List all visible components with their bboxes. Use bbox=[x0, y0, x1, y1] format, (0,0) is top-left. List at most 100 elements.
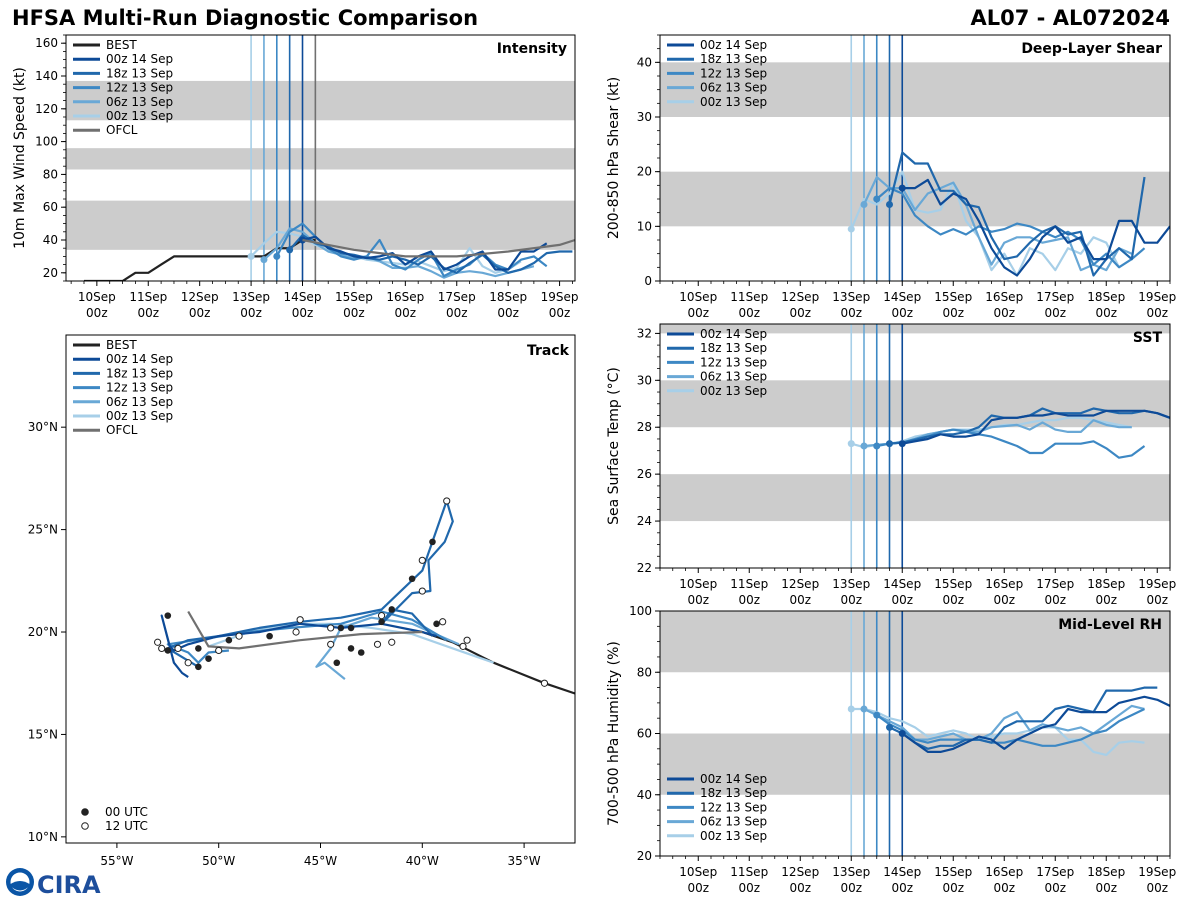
intensity-init-point bbox=[260, 256, 268, 264]
sst-legend-label: 00z 13 Sep bbox=[700, 384, 767, 398]
track-legend-label: OFCL bbox=[106, 423, 138, 437]
intensity-ytick-label: 160 bbox=[35, 36, 58, 50]
chart-rh: 20 40 60 80 100 10Sep 00z 11Sep 00z 12Sep 00z 13Sep… bbox=[606, 604, 1176, 895]
track-marker-12utc bbox=[184, 659, 192, 667]
track-marker-legend-symbol bbox=[81, 808, 89, 816]
track-marker-12utc bbox=[443, 497, 451, 505]
rh-ytick-label: 60 bbox=[637, 727, 652, 741]
shear-legend-label: 00z 14 Sep bbox=[700, 38, 767, 52]
track-ytick-label: 20°N bbox=[28, 625, 58, 639]
rh-ytick-label: 100 bbox=[629, 604, 652, 618]
shear-legend-label: 00z 13 Sep bbox=[700, 95, 767, 109]
rh-init-point bbox=[898, 730, 906, 737]
shear-init-point bbox=[847, 225, 855, 233]
sst-xtick-day: 10Sep bbox=[679, 577, 717, 591]
intensity-init-point bbox=[286, 246, 294, 254]
track-marker-00utc bbox=[195, 645, 202, 652]
intensity-xtick-hour: 00z bbox=[292, 306, 314, 320]
sst-threshold-band bbox=[660, 324, 1170, 334]
shear-xtick-hour: 00z bbox=[789, 306, 811, 320]
track-marker-00utc bbox=[205, 655, 212, 662]
rh-plot-area bbox=[660, 611, 1170, 856]
intensity-ytick-label: 20 bbox=[43, 266, 58, 280]
track-series-ofcl bbox=[187, 610, 423, 650]
shear-xtick-day: 19Sep bbox=[1138, 290, 1176, 304]
sst-xtick-hour: 00z bbox=[1146, 593, 1168, 607]
intensity-ytick-label: 120 bbox=[35, 102, 58, 116]
rh-xtick-day: 11Sep bbox=[730, 865, 768, 879]
shear-init-point bbox=[898, 184, 906, 192]
rh-ylabel: 700-500 hPa Humidity (%) bbox=[606, 641, 622, 826]
track-marker-00utc bbox=[388, 606, 396, 613]
track-ytick-label: 10°N bbox=[28, 830, 58, 844]
track-marker-12utc bbox=[459, 642, 467, 650]
track-marker-12utc bbox=[388, 638, 396, 646]
shear-xtick-day: 17Sep bbox=[1036, 290, 1074, 304]
sst-xtick-hour: 00z bbox=[738, 593, 760, 607]
track-marker-12utc bbox=[463, 636, 471, 644]
sst-init-point bbox=[860, 442, 868, 450]
shear-ytick-label: 10 bbox=[637, 219, 652, 233]
shear-ytick-label: 30 bbox=[637, 110, 652, 124]
intensity-xtick-hour: 00z bbox=[86, 306, 108, 320]
rh-xtick-day: 18Sep bbox=[1087, 865, 1125, 879]
track-legend-label: 00z 14 Sep bbox=[106, 352, 173, 366]
track-marker-12utc bbox=[296, 616, 304, 624]
rh-title: Mid-Level RH bbox=[1058, 617, 1162, 633]
sst-xtick-day: 13Sep bbox=[832, 577, 870, 591]
intensity-xtick-day: 14Sep bbox=[284, 290, 322, 304]
track-marker-12utc bbox=[215, 646, 223, 655]
track-marker-12utc bbox=[418, 556, 426, 564]
rh-init-point bbox=[886, 723, 893, 731]
sst-init-point bbox=[886, 440, 893, 448]
shear-xtick-hour: 00z bbox=[738, 306, 760, 320]
track-series-06z-13-sep bbox=[315, 616, 460, 680]
intensity-ytick-label: 80 bbox=[43, 167, 58, 181]
sst-legend-label: 12z 13 Sep bbox=[700, 355, 767, 369]
rh-init-point bbox=[873, 711, 881, 719]
rh-series-18z-13-sep bbox=[889, 686, 1158, 750]
track-marker-12utc bbox=[327, 640, 335, 648]
track-ytick-label: 30°N bbox=[28, 420, 58, 434]
sst-xtick-day: 17Sep bbox=[1036, 577, 1074, 591]
intensity-title: Intensity bbox=[497, 41, 567, 57]
intensity-ylabel: 10m Max Wind Speed (kt) bbox=[12, 67, 28, 249]
shear-series-18z-13-sep bbox=[888, 151, 1146, 277]
sst-series-00z-14-sep bbox=[902, 409, 1170, 445]
rh-xtick-day: 15Sep bbox=[934, 865, 972, 879]
sst-plot-area bbox=[660, 324, 1170, 568]
rh-xtick-hour: 00z bbox=[1095, 881, 1117, 895]
track-legend-label: BEST bbox=[106, 338, 137, 352]
track-marker-12utc bbox=[158, 644, 166, 653]
rh-xtick-hour: 00z bbox=[891, 881, 913, 895]
track-marker-legend-label: 00 UTC bbox=[105, 805, 148, 819]
sst-legend-label: 06z 13 Sep bbox=[700, 370, 767, 384]
intensity-threshold-band bbox=[66, 148, 575, 170]
shear-xtick-hour: 00z bbox=[942, 306, 964, 320]
sst-legend-label: 00z 14 Sep bbox=[700, 327, 767, 341]
shear-xtick-day: 12Sep bbox=[781, 290, 819, 304]
sst-ytick-label: 24 bbox=[637, 514, 652, 528]
noaa-emblem-text: NOAA bbox=[14, 874, 26, 879]
shear-ytick-label: 20 bbox=[637, 165, 652, 179]
rh-xtick-day: 16Sep bbox=[985, 865, 1023, 879]
track-legend-label: 00z 13 Sep bbox=[106, 409, 173, 423]
rh-xtick-hour: 00z bbox=[1146, 881, 1168, 895]
shear-xtick-day: 13Sep bbox=[832, 290, 870, 304]
shear-threshold-band bbox=[660, 62, 1170, 117]
track-marker-legend-label: 12 UTC bbox=[105, 819, 148, 833]
track-xtick-label: 55°W bbox=[100, 854, 133, 868]
rh-xtick-day: 14Sep bbox=[883, 865, 921, 879]
sst-ytick-label: 28 bbox=[637, 420, 652, 434]
sst-xtick-hour: 00z bbox=[840, 593, 862, 607]
sst-xtick-hour: 00z bbox=[942, 593, 964, 607]
track-marker-00utc bbox=[378, 618, 385, 626]
intensity-init-point bbox=[273, 252, 281, 260]
shear-xtick-hour: 00z bbox=[993, 306, 1015, 320]
intensity-xtick-day: 19Sep bbox=[541, 290, 579, 304]
sst-init-point bbox=[847, 440, 855, 448]
intensity-legend-label: OFCL bbox=[106, 123, 138, 137]
shear-xtick-hour: 00z bbox=[1044, 306, 1066, 320]
rh-threshold-band bbox=[660, 611, 1170, 673]
shear-threshold-band bbox=[660, 171, 1170, 227]
